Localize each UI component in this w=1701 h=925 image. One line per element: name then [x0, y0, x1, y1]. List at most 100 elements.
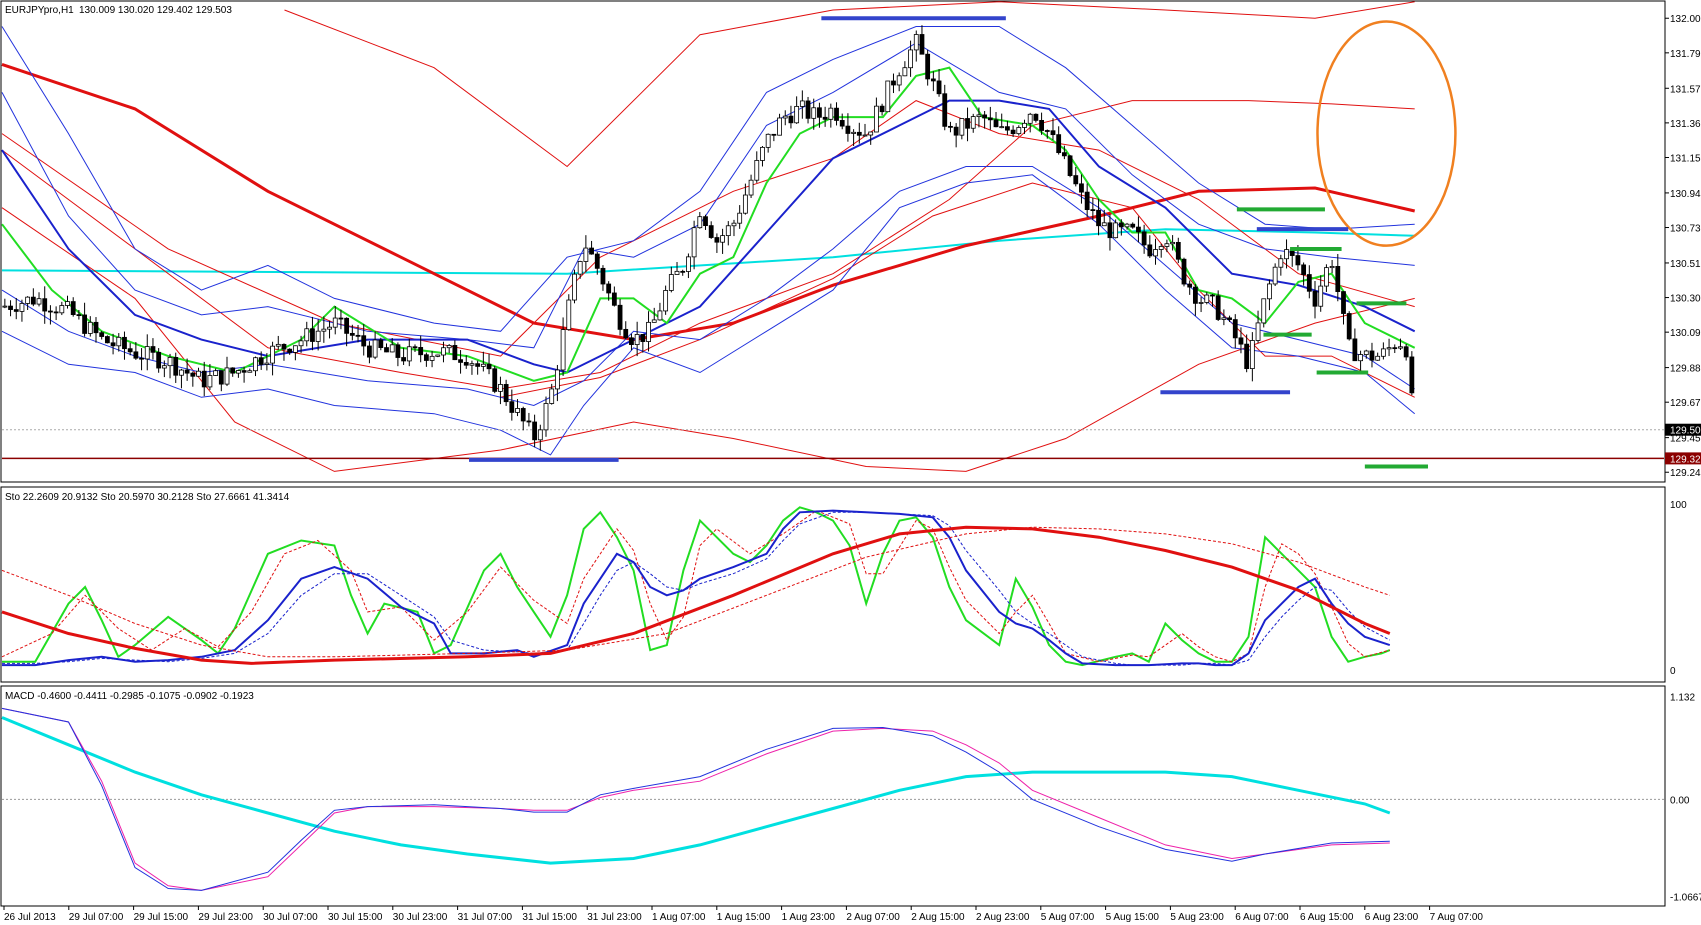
candle-body — [651, 319, 657, 323]
candle-body — [475, 363, 481, 367]
candle-body — [1022, 122, 1027, 128]
candle-body — [104, 336, 110, 344]
candle-body — [520, 408, 526, 422]
candle-body — [646, 321, 651, 342]
candle-body — [862, 134, 868, 137]
candle-body — [1124, 223, 1130, 228]
candle-body — [754, 160, 760, 181]
candle-body — [657, 310, 663, 321]
candle-body — [213, 370, 219, 376]
candle-body — [201, 370, 207, 388]
candle-body — [1016, 127, 1022, 135]
candle-body — [418, 347, 424, 356]
candle-body — [1312, 290, 1318, 307]
candle-body — [253, 357, 258, 372]
candle-body — [560, 329, 566, 371]
time-tick-label: 29 Jul 23:00 — [198, 912, 253, 923]
candle-body — [703, 216, 708, 227]
time-tick-label: 30 Jul 23:00 — [393, 912, 448, 923]
candle-body — [1096, 209, 1101, 227]
candle-body — [36, 298, 42, 305]
candle-body — [327, 326, 332, 330]
candle-body — [1255, 322, 1261, 341]
candle-body — [93, 321, 99, 334]
candle-body — [788, 115, 794, 124]
candle-body — [896, 75, 902, 86]
candle-body — [190, 372, 196, 377]
candle-body — [275, 343, 281, 347]
candle-body — [811, 107, 817, 119]
candle-body — [765, 133, 771, 148]
candle-body — [8, 305, 13, 310]
stochastic-line — [2, 506, 1391, 667]
candle-body — [19, 303, 25, 312]
candle-body — [817, 107, 822, 118]
candle-body — [458, 359, 463, 363]
candle-body — [697, 216, 703, 229]
candle-body — [1033, 113, 1039, 121]
candle-body — [549, 388, 555, 404]
candle-body — [298, 340, 304, 347]
candle-body — [777, 117, 782, 136]
stochastic-tick-label: 0 — [1670, 666, 1676, 677]
time-tick-label: 31 Jul 07:00 — [458, 912, 513, 923]
candle-body — [1238, 337, 1244, 345]
candle-body — [304, 328, 310, 342]
candlesticks — [2, 25, 1415, 451]
candle-body — [611, 292, 617, 306]
stochastic-panel-frame — [0, 486, 1666, 683]
candle-body — [1084, 191, 1090, 211]
candle-body — [1073, 175, 1079, 185]
candle-body — [1221, 317, 1227, 320]
candle-body — [1284, 249, 1289, 260]
candle-body — [173, 357, 179, 376]
candle-body — [469, 363, 475, 366]
candle-body — [1215, 295, 1221, 320]
x-axis-labels: 26 Jul 2013 29 Jul 07:00 29 Jul 15:00 29 Ju… — [3, 906, 1483, 923]
candle-body — [401, 357, 406, 362]
candle-body — [355, 334, 361, 337]
candle-body — [486, 363, 492, 370]
macd-lines — [1, 707, 1664, 891]
candle-body — [879, 105, 885, 113]
candle-body — [1403, 346, 1409, 358]
time-tick-label: 5 Aug 07:00 — [1041, 912, 1095, 923]
candle-body — [965, 118, 970, 129]
candle-body — [936, 80, 942, 95]
candle-body — [1153, 249, 1158, 257]
candle-body — [583, 247, 589, 262]
candle-body — [133, 351, 139, 359]
candle-body — [139, 357, 144, 360]
candle-body — [264, 362, 270, 365]
candle-body — [53, 311, 59, 314]
candle-body — [1227, 317, 1232, 320]
candle-body — [1358, 354, 1363, 362]
candle-body — [640, 334, 646, 342]
overlay-green-ma — [1, 66, 1416, 382]
candle-body — [515, 408, 520, 413]
candle-body — [828, 107, 834, 120]
candle-body — [606, 283, 612, 294]
candle-body — [1210, 294, 1215, 297]
overlay-red-ma-thick — [1, 62, 1416, 342]
time-tick-label: 2 Aug 07:00 — [846, 912, 900, 923]
candle-body — [629, 337, 634, 345]
candle-body — [1005, 126, 1010, 131]
candle-body — [1272, 266, 1278, 285]
price-tick-label: 129.880 — [1670, 364, 1701, 375]
candle-body — [1392, 347, 1398, 350]
candle-body — [196, 370, 201, 377]
overlay-cyan-ma — [1, 228, 1415, 275]
candle-body — [452, 345, 458, 361]
candle-body — [480, 363, 486, 367]
candle-body — [554, 369, 560, 390]
candle-body — [720, 235, 725, 243]
candle-body — [856, 131, 862, 136]
candle-body — [731, 222, 737, 227]
price-tick-label: 131.155 — [1670, 153, 1701, 164]
candle-body — [1318, 285, 1324, 307]
candle-body — [919, 34, 925, 55]
current-price-tag: 129.503 — [1670, 426, 1701, 437]
